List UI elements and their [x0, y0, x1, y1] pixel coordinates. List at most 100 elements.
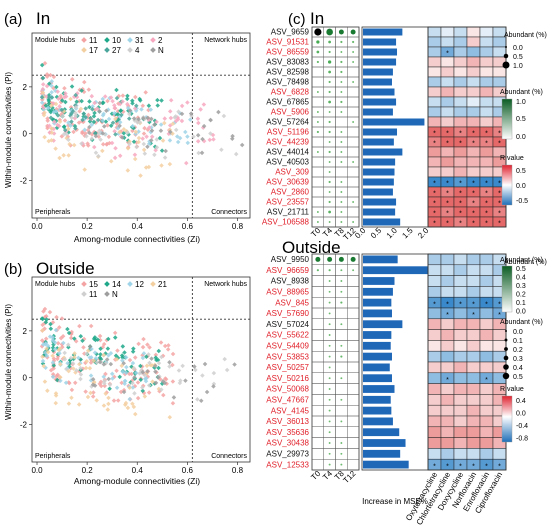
significance-marker: *: [446, 377, 449, 384]
legend-label: 17: [89, 46, 98, 55]
r-value-cell: [440, 166, 455, 178]
time-point-label: T12: [341, 469, 358, 486]
mse-bar: [363, 218, 401, 226]
abundance-dot: [340, 40, 343, 44]
abundance-dot: [340, 398, 343, 401]
r-value-cell: [492, 76, 507, 88]
significance-marker: *: [459, 141, 462, 148]
abundance-dot: [352, 81, 355, 83]
legend-label: N: [158, 46, 164, 55]
r-value-cell: [427, 372, 442, 384]
data-point: [109, 140, 115, 146]
r-value-cell: [466, 404, 481, 417]
abundance-dot: [340, 141, 343, 143]
r-value-cell: [492, 448, 507, 460]
data-point: [107, 386, 112, 392]
asv-label: ASV_23557: [266, 198, 309, 207]
data-point: [71, 366, 76, 371]
abundance-dot: [350, 256, 356, 262]
r-value-cell: [453, 286, 468, 298]
data-point: [120, 93, 126, 98]
data-point: [39, 338, 45, 343]
asv-label: ASV_4145: [271, 406, 310, 415]
asv-label: ASV_35636: [266, 428, 309, 437]
panel-b-title: Outside: [36, 259, 95, 278]
significance-marker: *: [485, 201, 488, 208]
data-point: [106, 395, 111, 401]
quadrant-peripherals: Peripherals: [35, 453, 71, 460]
data-point: [105, 98, 110, 104]
r-value-cell: [427, 56, 442, 68]
mse-bar: [363, 428, 400, 437]
significance-marker: *: [459, 201, 462, 208]
r-value-cell: [466, 383, 481, 395]
legend-label: 11: [89, 290, 98, 299]
abundance-dot: [315, 256, 321, 262]
mse-bar: [363, 309, 392, 318]
abundance-dot: [352, 121, 355, 123]
asv-label: ASV_47667: [266, 396, 309, 405]
asv-label: ASV_845: [275, 298, 309, 307]
gradient-tick: 0.0: [516, 134, 526, 141]
mse-bar: [363, 68, 393, 76]
data-point: [54, 84, 59, 90]
asv-label: ASV_51196: [267, 128, 310, 137]
significance-marker: *: [433, 211, 436, 218]
abundance-dot: [316, 151, 319, 153]
mse-tick-label: 1.0: [385, 226, 400, 241]
data-point: [104, 108, 109, 113]
y-tick-label: 2: [23, 83, 28, 92]
y-tick-label: 2: [23, 327, 28, 336]
significance-marker: *: [498, 221, 501, 228]
r-value-cell: [453, 383, 468, 395]
r-value-cell: [453, 372, 468, 384]
asv-label: ASV_6828: [271, 88, 310, 97]
legend-label: 11: [89, 36, 98, 45]
data-point: [211, 370, 217, 376]
abundance-size-legend-dot: [504, 338, 508, 342]
abundance-gradient-bar: [501, 265, 513, 313]
data-point: [53, 327, 59, 333]
r-value-cell: [466, 116, 481, 128]
asv-label: ASV_21711: [267, 208, 310, 217]
data-point: [87, 344, 93, 349]
data-point: [142, 394, 148, 399]
data-point: [179, 118, 185, 124]
data-point: [45, 118, 50, 124]
significance-marker: *: [472, 191, 475, 198]
abundance-dot: [340, 70, 343, 74]
abundance-size-legend-label: 0.4: [513, 365, 523, 372]
data-point: [146, 125, 152, 130]
data-point: [98, 379, 104, 385]
quadrant-peripherals: Peripherals: [35, 209, 71, 216]
r-value-cell: [440, 415, 455, 428]
data-point: [117, 123, 122, 129]
data-point: [66, 153, 71, 158]
data-point: [40, 86, 46, 92]
abundance-size-legend-label: 0.0: [513, 45, 523, 52]
abundance-dot: [340, 323, 343, 326]
abundance-size-legend-dot: [502, 61, 510, 69]
r-value-cell: [440, 66, 455, 78]
data-point: [170, 351, 176, 357]
abundance-dot: [328, 161, 331, 163]
significance-marker: *: [446, 131, 449, 138]
data-point: [67, 380, 72, 386]
data-point: [148, 107, 154, 112]
significance-marker: *: [498, 463, 501, 470]
r-value-cell: [453, 437, 468, 449]
data-point: [104, 357, 110, 362]
r-value-cell: [427, 76, 442, 88]
abundance-dot: [328, 377, 331, 380]
r-value-cell: [440, 448, 455, 460]
r-value-cell: [466, 166, 481, 178]
abundance-dot: [328, 409, 331, 412]
mse-tick-label: 1.5: [400, 226, 415, 241]
data-point: [198, 398, 204, 403]
data-point: [55, 377, 60, 383]
data-point: [224, 367, 230, 373]
data-point: [85, 141, 90, 146]
r-value-cell: [440, 383, 455, 395]
mse-bar: [363, 406, 392, 415]
r-value-cell: [440, 437, 455, 449]
